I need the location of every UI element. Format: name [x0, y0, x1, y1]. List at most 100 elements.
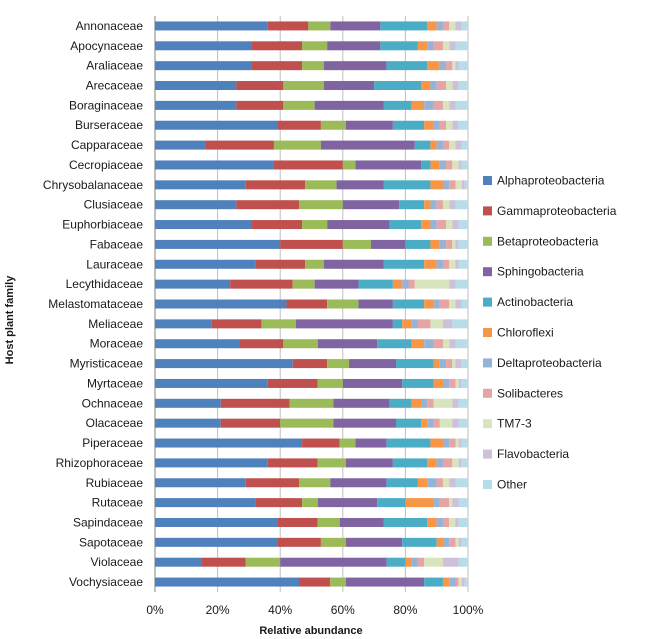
bar-segment [374, 81, 422, 91]
bar-segment [461, 537, 468, 547]
bar-segment [461, 21, 468, 31]
legend-swatch [483, 358, 492, 368]
bar-segment [380, 41, 418, 51]
bar-segment [349, 359, 397, 369]
legend-item: TM7-3 [483, 417, 532, 431]
bar-row [155, 21, 468, 31]
bar-segment [252, 41, 303, 51]
bar-segment [389, 398, 412, 408]
bar-segment [446, 220, 453, 230]
category-label: Fabaceae [90, 237, 144, 251]
bar-segment [417, 557, 425, 567]
legend-label: Solibacteres [497, 386, 563, 400]
bar-row [155, 180, 468, 190]
bar-segment [446, 81, 453, 91]
bar-segment [455, 259, 459, 269]
bar-segment [383, 517, 428, 527]
bar-segment [320, 537, 346, 547]
category-label: Olacaceae [86, 416, 144, 430]
bar-segment [355, 160, 422, 170]
bar-segment [245, 478, 299, 488]
bar-segment [458, 557, 468, 567]
category-label: Meliaceae [88, 317, 143, 331]
bar-segment [411, 398, 422, 408]
bar-segment [155, 140, 206, 150]
legend-swatch [483, 267, 492, 277]
bar-segment [417, 478, 428, 488]
category-label: Rutaceae [92, 496, 144, 510]
legend-swatch [483, 297, 492, 307]
bar-segment [302, 438, 340, 448]
bar-segment [436, 140, 443, 150]
category-label: Lauraceae [86, 257, 143, 271]
legend-label: TM7-3 [497, 417, 532, 431]
bar-segment [245, 557, 281, 567]
legend-swatch [483, 449, 492, 459]
bar-segment [421, 220, 431, 230]
bar-segment [436, 517, 443, 527]
bar-segment [455, 239, 459, 249]
bar-segment [155, 517, 278, 527]
bar-segment [458, 438, 462, 448]
bar-segment [442, 577, 450, 587]
bar-row [155, 160, 468, 170]
bar-segment [442, 21, 450, 31]
legend-label: Chloroflexi [497, 326, 554, 340]
bar-segment [280, 418, 334, 428]
category-label: Boraginaceae [69, 98, 143, 112]
bar-segment [455, 279, 468, 289]
bar-segment [273, 140, 321, 150]
bar-segment [155, 180, 246, 190]
legend: Alphaproteobacteria Gammaproteobacteria Be… [483, 174, 617, 492]
bar-segment [449, 100, 456, 110]
bar-segment [449, 21, 456, 31]
bar-segment [155, 41, 253, 51]
bar-segment [399, 200, 425, 210]
bar-segment [433, 339, 443, 349]
bar-segment [461, 438, 468, 448]
bar-segment [442, 180, 450, 190]
bar-segment [424, 259, 437, 269]
bar-row [155, 259, 468, 269]
bar-segment [155, 378, 268, 388]
bar-row [155, 378, 468, 388]
y-axis-title: Host plant family [4, 275, 16, 365]
bar-segment [292, 279, 315, 289]
bar-segment [442, 259, 450, 269]
bar-segment [411, 339, 425, 349]
bar-row [155, 220, 468, 230]
bar-row [155, 458, 468, 468]
bar-segment [155, 259, 256, 269]
legend-item: Sphingobacteria [483, 265, 584, 279]
bar-segment [155, 21, 268, 31]
bar-segment [417, 41, 428, 51]
bar-segment [449, 478, 456, 488]
bar-segment [236, 81, 284, 91]
bar-segment [458, 81, 468, 91]
bar-segment [442, 100, 450, 110]
bar-segment [345, 537, 403, 547]
bar-segment [421, 81, 431, 91]
bar-segment [430, 140, 437, 150]
bar-segment [436, 21, 443, 31]
bar-segment [458, 160, 462, 170]
x-tick-label: 80% [393, 603, 417, 617]
bar-row [155, 418, 468, 428]
bar-segment [464, 577, 468, 587]
bar-segment [283, 81, 325, 91]
bar-segment [155, 319, 212, 329]
bar-segment [305, 180, 337, 190]
bar-segment [377, 339, 412, 349]
bar-row [155, 81, 468, 91]
bar-segment [220, 398, 290, 408]
bar-segment [449, 140, 456, 150]
bar-segment [277, 537, 321, 547]
bar-segment [317, 517, 340, 527]
legend-swatch [483, 388, 492, 398]
bar-segment [452, 120, 459, 130]
bar-segment [317, 498, 378, 508]
category-label: Piperaceae [82, 436, 143, 450]
bar-segment [455, 478, 468, 488]
bar-segment [436, 220, 447, 230]
